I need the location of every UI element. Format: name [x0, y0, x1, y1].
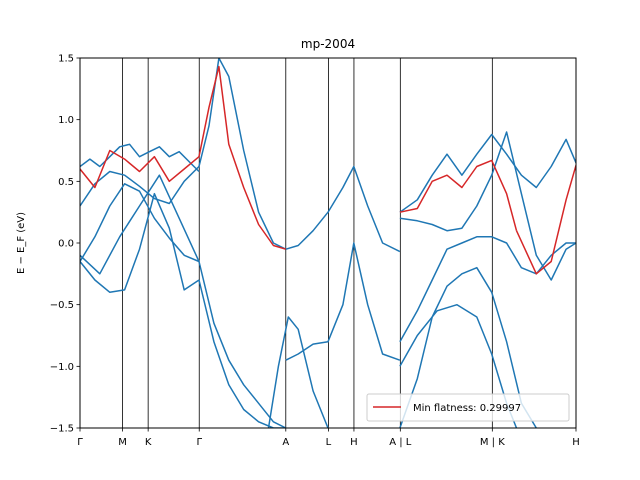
y-tick-label: −1.0	[50, 362, 74, 373]
band-line-7	[198, 261, 287, 428]
x-tick-label: A | L	[389, 437, 412, 448]
band-line-11	[399, 133, 576, 213]
band-line-3	[80, 192, 200, 294]
x-tick-label: K	[145, 437, 152, 448]
y-tick-label: 1.5	[58, 54, 74, 65]
band-line-1	[80, 165, 200, 207]
y-tick-label: −1.5	[50, 424, 74, 435]
flat-band-line-17	[198, 65, 287, 250]
band-line-14	[399, 266, 537, 428]
y-tick-label: 0.5	[58, 177, 74, 188]
y-tick-label: −0.5	[50, 300, 74, 311]
x-tick-label: H	[350, 437, 358, 448]
flat-band-line-18	[399, 159, 518, 231]
y-axis: −1.5 −1.0 −0.5 0.0 0.5 1.0 1.5	[50, 54, 80, 435]
x-tick-label: M | K	[480, 437, 505, 448]
series-layer	[80, 58, 576, 428]
x-tick-label: A	[282, 437, 289, 448]
x-tick-label: M	[118, 437, 127, 448]
x-tick-label: Γ	[196, 437, 202, 448]
band-line-10	[267, 316, 329, 428]
band-line-5	[198, 58, 287, 250]
x-tick-label: Γ	[77, 437, 83, 448]
y-tick-label: 1.0	[58, 115, 74, 126]
y-tick-label: 0.0	[58, 239, 74, 250]
band-line-8	[198, 279, 286, 428]
band-line-0	[80, 143, 200, 173]
chart-title: mp-2004	[301, 37, 355, 51]
y-axis-label: E − E_F (eV)	[16, 212, 27, 274]
band-line-12	[399, 131, 576, 281]
flat-band-line-16	[80, 149, 200, 189]
x-tick-label: L	[326, 437, 332, 448]
legend-label: Min flatness: 0.29997	[413, 403, 521, 414]
legend: Min flatness: 0.29997	[366, 393, 570, 422]
band-line-2	[80, 183, 200, 263]
x-tick-label: H	[572, 437, 580, 448]
band-line-13	[399, 236, 576, 343]
band-line-4	[80, 174, 200, 275]
x-axis: Γ M K Γ A L H A | L M | K H	[77, 428, 580, 448]
band-line-6	[285, 165, 401, 253]
flat-band-line-19	[515, 165, 576, 275]
legend-box	[366, 393, 570, 422]
